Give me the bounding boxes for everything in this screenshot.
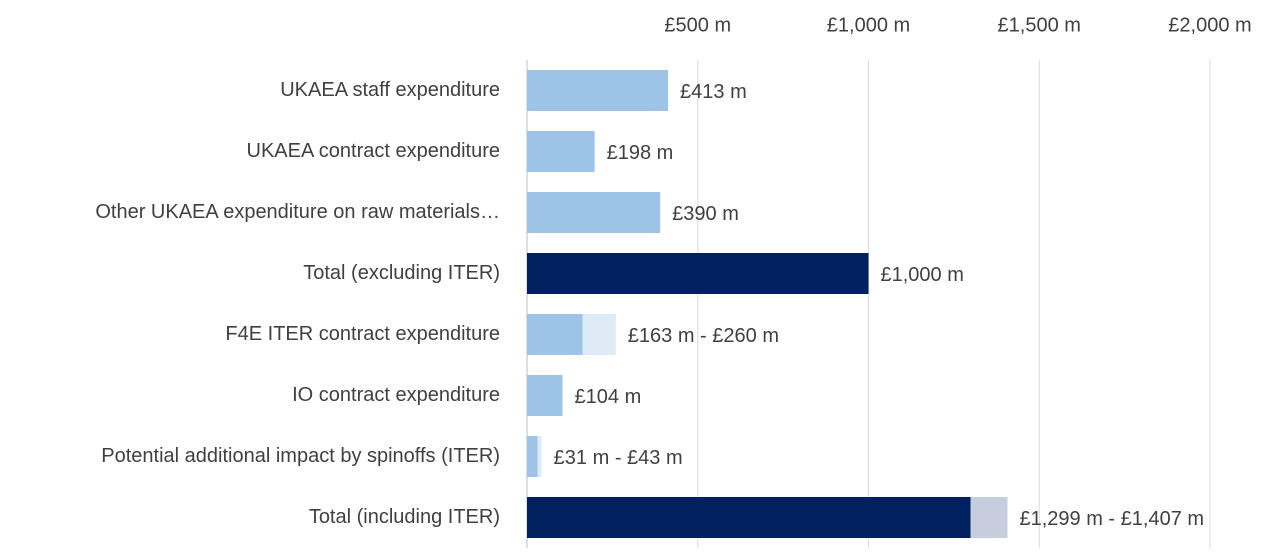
category-label: Other UKAEA expenditure on raw materials… xyxy=(95,201,500,223)
value-label: £1,299 m - £1,407 m xyxy=(1019,508,1204,530)
category-label: UKAEA contract expenditure xyxy=(247,140,500,162)
bar xyxy=(527,253,869,294)
bar xyxy=(527,131,595,172)
value-label: £413 m xyxy=(680,81,747,103)
category-label: UKAEA staff expenditure xyxy=(280,79,500,101)
range-bar xyxy=(582,314,616,355)
category-label: Potential additional impact by spinoffs … xyxy=(101,445,500,467)
bar xyxy=(527,375,563,416)
value-label: £104 m xyxy=(575,386,642,408)
x-tick-label: £2,000 m xyxy=(1168,14,1251,36)
bar xyxy=(527,192,661,233)
value-label: £198 m xyxy=(607,142,674,164)
x-tick-label: £1,500 m xyxy=(998,14,1081,36)
category-label: IO contract expenditure xyxy=(292,384,500,406)
value-label: £390 m xyxy=(672,203,739,225)
range-bar xyxy=(537,436,542,477)
value-label: £163 m - £260 m xyxy=(628,325,779,347)
bar xyxy=(527,497,971,538)
category-label: F4E ITER contract expenditure xyxy=(225,323,500,345)
x-tick-label: £500 m xyxy=(664,14,731,36)
category-label: Total (including ITER) xyxy=(309,506,500,528)
bar xyxy=(527,314,583,355)
bar xyxy=(527,436,538,477)
x-tick-label: £1,000 m xyxy=(827,14,910,36)
category-label: Total (excluding ITER) xyxy=(303,262,500,284)
range-bar xyxy=(970,497,1008,538)
bar xyxy=(527,70,669,111)
value-label: £1,000 m xyxy=(881,264,964,286)
value-label: £31 m - £43 m xyxy=(554,447,683,469)
